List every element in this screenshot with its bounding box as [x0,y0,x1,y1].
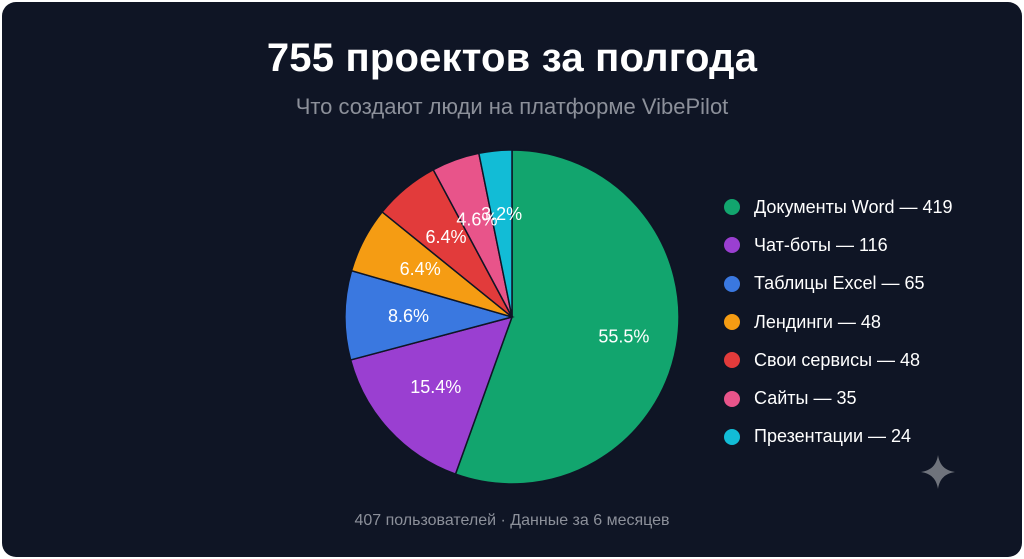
legend-label: Документы Word — 419 [754,196,953,217]
legend-label: Свои сервисы — 48 [754,349,921,370]
pie-slice-label-1: 55.5% [598,327,649,347]
legend-label: Сайты — 35 [754,388,857,409]
legend-item-7: Презентации — 24 [724,418,953,456]
pie-slice-label-4: 6.4% [400,259,441,279]
pie-slice-label-6: 4.6% [456,210,497,230]
legend-swatch [724,390,740,407]
chart-title: 755 проектов за полгода [266,36,758,80]
legend-label: Презентации — 24 [754,426,912,447]
legend-swatch [724,199,740,216]
legend-item-3: Таблицы Excel — 65 [724,265,953,303]
pie-labels: 55.5%15.4%8.6%6.4%6.4%4.6%3.2% [388,204,649,397]
sparkle-icon [921,455,955,489]
pie-slice-label-3: 8.6% [388,306,429,326]
legend-item-4: Лендинги — 48 [724,303,953,341]
legend-swatch [724,314,740,331]
chart-legend: Документы Word — 419 Чат-боты — 116 Таблиц… [724,188,953,456]
legend-swatch [724,428,740,445]
pie-slice-3 [344,269,515,361]
legend-swatch [724,352,740,369]
pie-slice-label-7: 3.2% [481,204,522,224]
pie-slices [344,149,680,485]
pie-slice-label-5: 6.4% [426,227,467,247]
legend-item-6: Сайты — 35 [724,379,953,417]
legend-item-1: Документы Word — 419 [724,188,953,226]
legend-label: Таблицы Excel — 65 [754,273,925,294]
pie-slice-2 [349,315,514,476]
legend-swatch [724,237,740,254]
pie-slice-label-2: 15.4% [410,377,461,397]
legend-item-5: Свои сервисы — 48 [724,341,953,379]
legend-swatch [724,275,740,292]
pie-slice-1 [454,149,680,485]
chart-footer: 407 пользователей · Данные за 6 месяцев [354,512,670,529]
chart-subtitle: Что создают люди на платформе VibePilot [295,94,729,119]
legend-label: Чат-боты — 116 [754,234,888,255]
legend-label: Лендинги — 48 [754,311,881,332]
pie-slice-7 [477,149,513,318]
legend-item-2: Чат-боты — 116 [724,226,953,264]
